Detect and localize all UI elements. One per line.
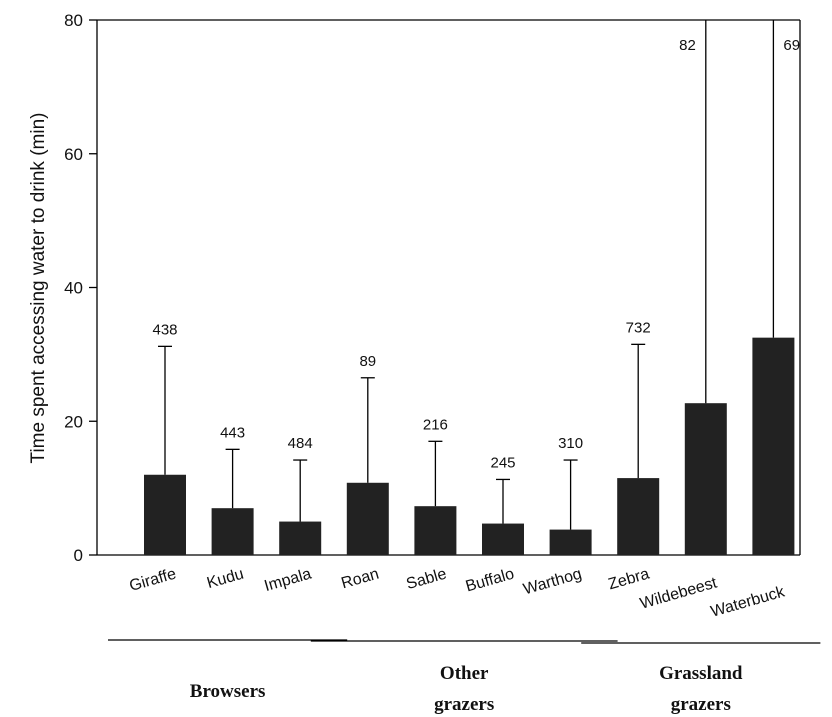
sample-size-label: 310	[558, 435, 583, 452]
bar	[549, 529, 592, 555]
group-label: grazers	[434, 694, 494, 715]
category-label: Waterbuck	[709, 583, 788, 621]
group-label: Other	[440, 663, 489, 684]
y-axis-title: Time spent accessing water to drink (min…	[28, 113, 49, 464]
sample-size-label: 245	[490, 454, 515, 471]
sample-size-label: 443	[220, 424, 245, 441]
bar	[211, 508, 254, 555]
group-label: grazers	[671, 694, 731, 715]
sample-size-label: 484	[288, 435, 313, 452]
y-tick-label: 20	[64, 412, 83, 431]
category-label: Sable	[404, 565, 448, 593]
bar	[617, 478, 660, 555]
category-label: Giraffe	[128, 565, 179, 595]
bar	[414, 506, 457, 555]
group-label: Grassland	[659, 663, 743, 684]
bar	[144, 474, 186, 555]
sample-size-label: 82	[679, 37, 696, 54]
category-label: Kudu	[205, 566, 246, 593]
category-label: Impala	[262, 565, 313, 595]
y-tick-label: 60	[64, 145, 83, 164]
y-tick-label: 0	[74, 546, 83, 565]
sample-size-label: 438	[152, 321, 177, 338]
bar	[684, 403, 727, 555]
sample-size-label: 69	[783, 37, 800, 54]
error-bars	[158, 20, 775, 530]
group-brackets: Browsers Other grazers Grassland grazers	[108, 639, 821, 715]
bar	[752, 337, 795, 555]
y-tick-label: 40	[64, 279, 83, 298]
category-label: Warthog	[521, 566, 583, 599]
category-label: Buffalo	[464, 565, 516, 595]
category-labels: Giraffe Kudu Impala Roan Sable Buffalo Warthog…	[128, 565, 788, 620]
category-label: Roan	[339, 566, 380, 593]
group-label: Browsers	[190, 681, 266, 702]
bar	[482, 523, 524, 555]
sample-size-label: 732	[626, 319, 651, 336]
sample-size-labels: 438 443 484 89 216 245 310 732 82 69	[152, 37, 800, 471]
y-tick-label: 80	[64, 11, 83, 30]
bar	[346, 482, 389, 555]
sample-size-label: 89	[359, 353, 376, 370]
bars	[144, 337, 795, 555]
sample-size-label: 216	[423, 416, 448, 433]
category-label: Zebra	[606, 565, 651, 593]
bar	[279, 521, 322, 555]
